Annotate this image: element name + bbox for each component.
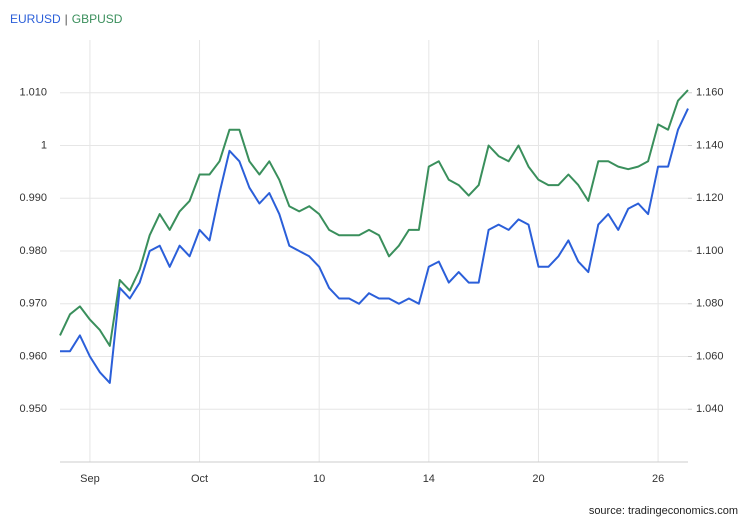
line-series [60,108,689,384]
y-tick-label: 0.960 [19,350,47,362]
y2-tick-label: 1.080 [696,298,724,310]
line-series [59,89,689,347]
y2-tick-label: 1.120 [696,192,724,204]
legend-separator: | [65,12,68,26]
y-tick-label: 0.980 [19,245,47,257]
y2-tick-label: 1.140 [696,139,724,151]
x-tick-label: Oct [191,473,208,485]
y2-tick-label: 1.100 [696,245,724,257]
y-tick-label: 1.010 [19,87,47,99]
legend-entry: GBPUSD [72,12,123,26]
x-tick-label: 14 [423,473,435,485]
x-tick-label: Sep [80,473,100,485]
legend-entry: EURUSD [10,12,61,26]
y2-tick-label: 1.060 [696,350,724,362]
legend: EURUSD | GBPUSD [10,12,123,26]
source: source: tradingeconomics.com [589,505,738,517]
x-tick-label: 10 [313,473,325,485]
y-tick-label: 1 [41,139,47,151]
y-tick-label: 0.970 [19,298,47,310]
y-tick-label: 0.990 [19,192,47,204]
x-tick-label: 20 [532,473,544,485]
y-tick-label: 0.950 [19,403,47,415]
y2-tick-label: 1.160 [696,87,724,99]
x-tick-label: 26 [652,473,664,485]
y2-tick-label: 1.040 [696,403,724,415]
